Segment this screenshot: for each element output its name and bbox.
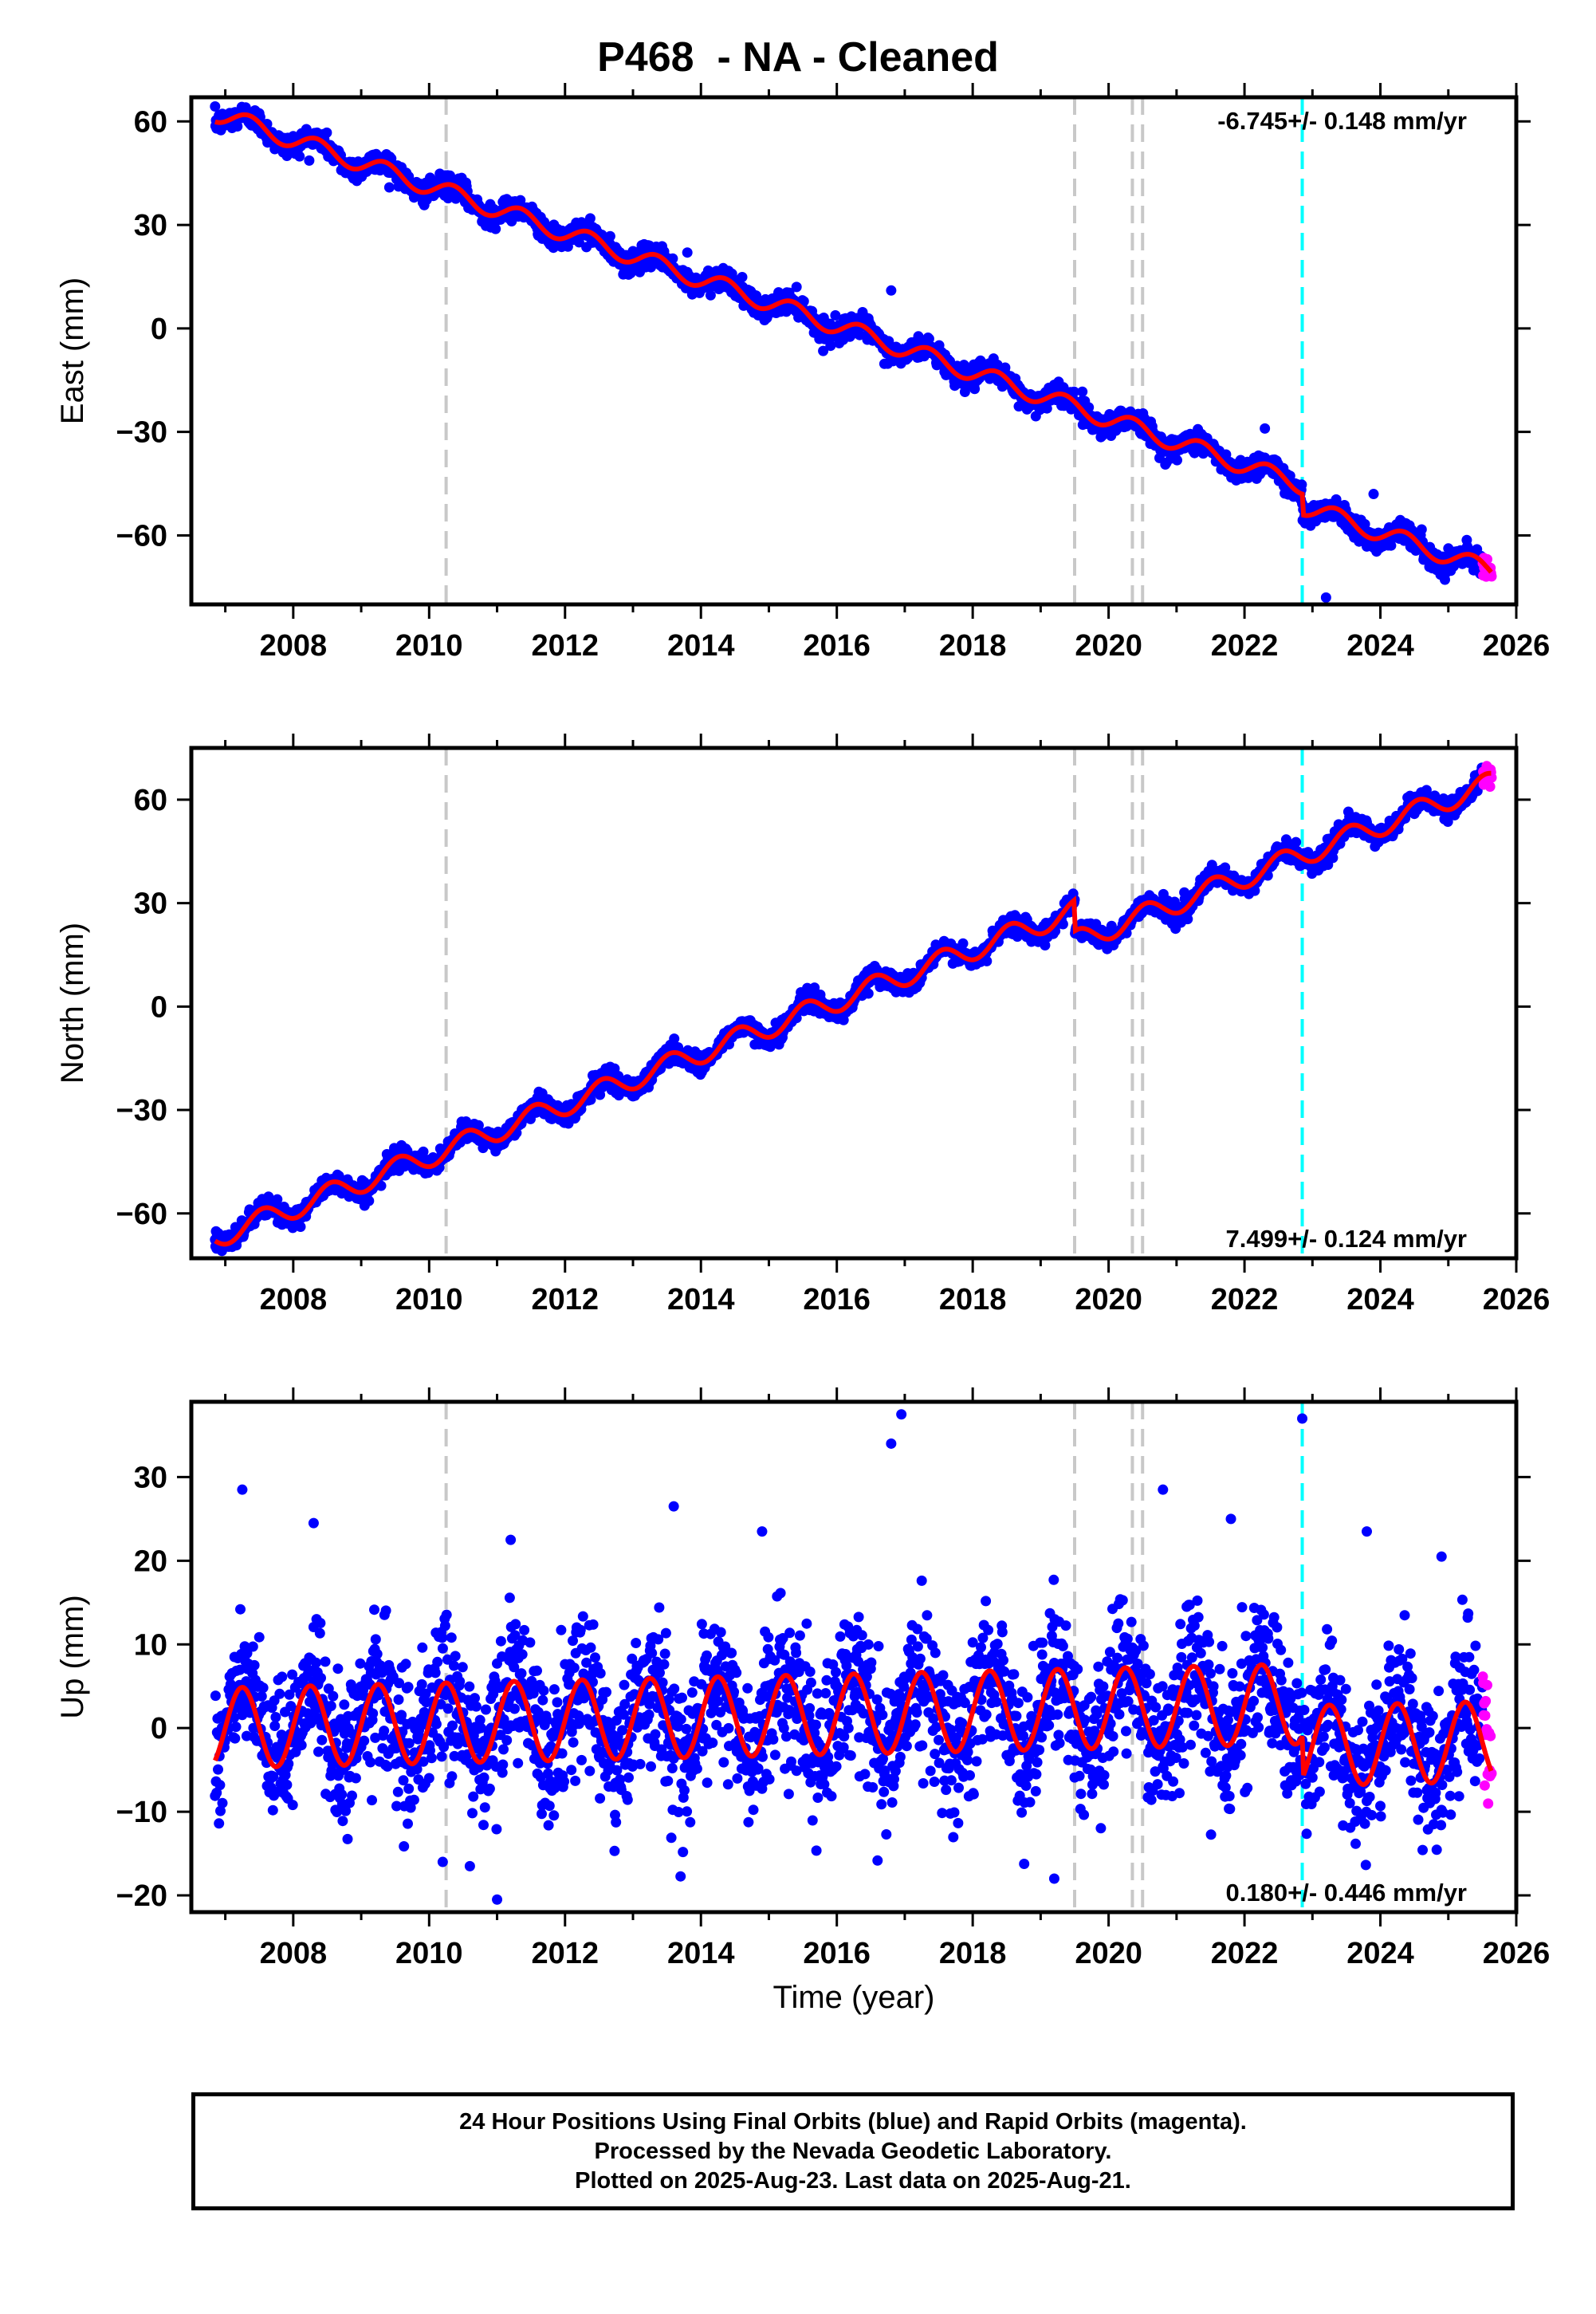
east-final-point [1296,479,1307,490]
east-final-point [490,223,501,234]
east-y-tick-label: −30 [116,416,167,450]
east-y-axis-label: East (mm) [55,277,90,424]
east-outlier-point [1368,489,1379,500]
east-x-tick-label: 2024 [1346,629,1414,663]
north-final-point [272,1194,283,1205]
north-final-point [863,988,874,999]
east-final-point [667,253,678,264]
east-final-point [1172,455,1182,466]
east-final-point [1068,386,1079,397]
east-y-tick-label: −60 [116,519,167,553]
north-final-point [981,955,993,966]
east-rate-label: -6.745+/- 0.148 mm/yr [1217,107,1467,135]
east-outlier-point [682,247,693,258]
east-frame [189,95,1519,607]
east-final-point [1416,524,1427,535]
east-y-tick-label: 0 [151,313,167,346]
east-rapid-point [1486,571,1497,582]
east-x-tick-label: 2014 [667,629,735,663]
east-final-point [825,340,836,352]
east-final-point [705,289,716,301]
east-x-tick-label: 2020 [1075,629,1142,663]
east-final-point [294,151,305,162]
east-y-tick-label: 30 [134,209,167,242]
east-final-point [604,230,615,242]
east-final-point [1077,386,1088,397]
east-final-point [969,384,981,395]
east-outlier-point [1260,423,1271,434]
east-outlier-point [1320,592,1331,603]
east-final-point [210,101,221,112]
east-final-point [798,296,809,307]
east-final-point [791,281,802,293]
east-final-point [304,155,315,166]
east-x-tick-label: 2018 [939,629,1007,663]
north-final-point [295,1222,306,1232]
east-final-point [584,213,596,224]
east-x-tick-label: 2022 [1211,629,1279,663]
north-final-point [957,938,969,949]
east-x-tick-label: 2026 [1483,629,1551,663]
east-final-point [321,127,332,138]
east-final-point [737,272,748,282]
east-outlier-point [485,199,496,210]
east-final-point [1083,402,1095,413]
east-final-point [854,329,865,340]
east-final-point [1359,518,1370,529]
east-fit-line [214,112,1493,574]
east-final-point [923,333,934,344]
east-x-tick-label: 2016 [803,629,871,663]
east-y-tick-label: 60 [134,105,167,139]
east-final-point [562,241,573,252]
east-panel: 2008 2010 2012 2014 2016 2018 2020 2022 2024 2026… [55,83,1550,663]
east-final-point [818,345,829,356]
east-x-tick-label: 2010 [395,629,463,663]
east-final-point [751,290,762,301]
north-final-point [1291,836,1302,848]
east-outlier-point [886,285,897,296]
north-panel: 2008 2010 2012 2014 2016 2018 2020 2022 2024 2026… [55,734,1550,1316]
east-final-point [1041,403,1052,414]
page-title: P468 - NA - Cleaned [597,34,999,81]
east-x-tick-label: 2008 [260,629,328,663]
east-final-point [383,182,395,193]
east-final-point [830,310,841,321]
north-final-point [364,1195,375,1206]
east-x-tick-label: 2012 [531,629,599,663]
